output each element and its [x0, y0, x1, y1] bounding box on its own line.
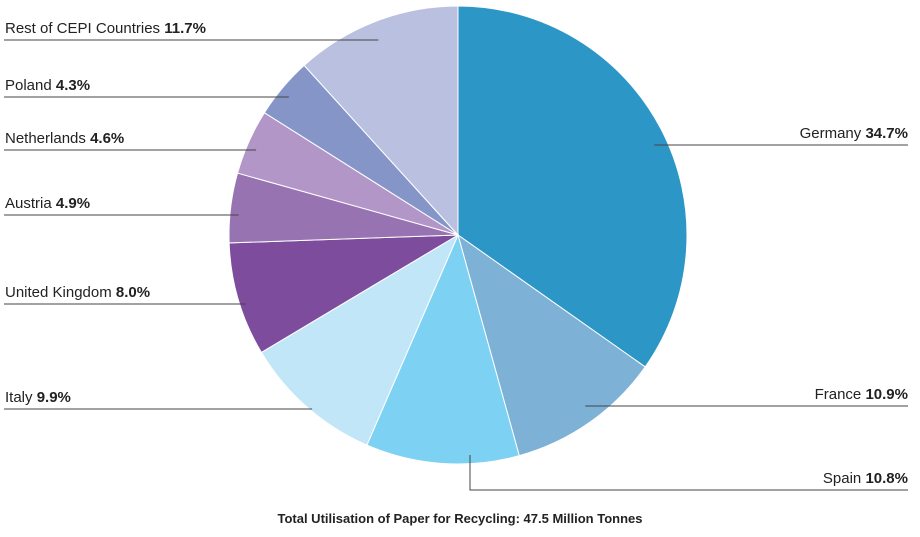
pie-slice-united-kingdom [228, 234, 459, 354]
slice-label-name: Rest of CEPI Countries [5, 20, 164, 37]
slice-label-name: Austria [5, 195, 56, 212]
pie-slice-france [457, 233, 646, 457]
slice-label-name: Germany [800, 125, 866, 142]
slice-label-name: Italy [5, 389, 37, 406]
slice-label-name: Netherlands [5, 130, 90, 147]
slice-label-name: France [815, 386, 866, 403]
slice-label-name: Spain [823, 470, 866, 487]
slice-label-percent: 10.8% [865, 470, 908, 487]
chart-caption: Total Utilisation of Paper for Recycling… [277, 511, 643, 526]
slice-label-percent: 10.9% [865, 386, 908, 403]
slice-label-percent: 11.7% [164, 20, 206, 37]
slice-label-percent: 4.9% [56, 195, 90, 212]
pie-slice-rest-of-cepi-countries [303, 5, 459, 237]
pie-slices [228, 5, 688, 465]
slice-label-percent: 4.3% [56, 77, 90, 94]
leader-lines [4, 39, 908, 491]
slice-label-percent: 8.0% [116, 284, 150, 301]
slice-label-percent: 4.6% [90, 130, 124, 147]
slice-label-netherlands: Netherlands 4.6% [5, 130, 124, 147]
slice-label-germany: Germany 34.7% [800, 125, 908, 142]
pie-slice-spain [366, 233, 520, 465]
leader-line-spain [469, 455, 908, 491]
slice-label-name: United Kingdom [5, 284, 116, 301]
slice-label-italy: Italy 9.9% [5, 389, 71, 406]
slice-label-united-kingdom: United Kingdom 8.0% [5, 284, 150, 301]
slice-label-name: Poland [5, 77, 56, 94]
slice-label-poland: Poland 4.3% [5, 77, 90, 94]
pie-slice-italy [260, 233, 460, 446]
slice-labels: Germany 34.7% France 10.9% Spain 10.8% Ital… [5, 20, 908, 487]
slice-label-percent: 34.7% [865, 125, 908, 142]
slice-label-spain: Spain 10.8% [823, 470, 908, 487]
slice-label-percent: 9.9% [37, 389, 71, 406]
slice-label-rest-of-cepi-countries: Rest of CEPI Countries 11.7% [5, 20, 206, 37]
pie-slice-germany [457, 5, 688, 368]
slice-label-austria: Austria 4.9% [5, 195, 90, 212]
slice-label-france: France 10.9% [815, 386, 908, 403]
